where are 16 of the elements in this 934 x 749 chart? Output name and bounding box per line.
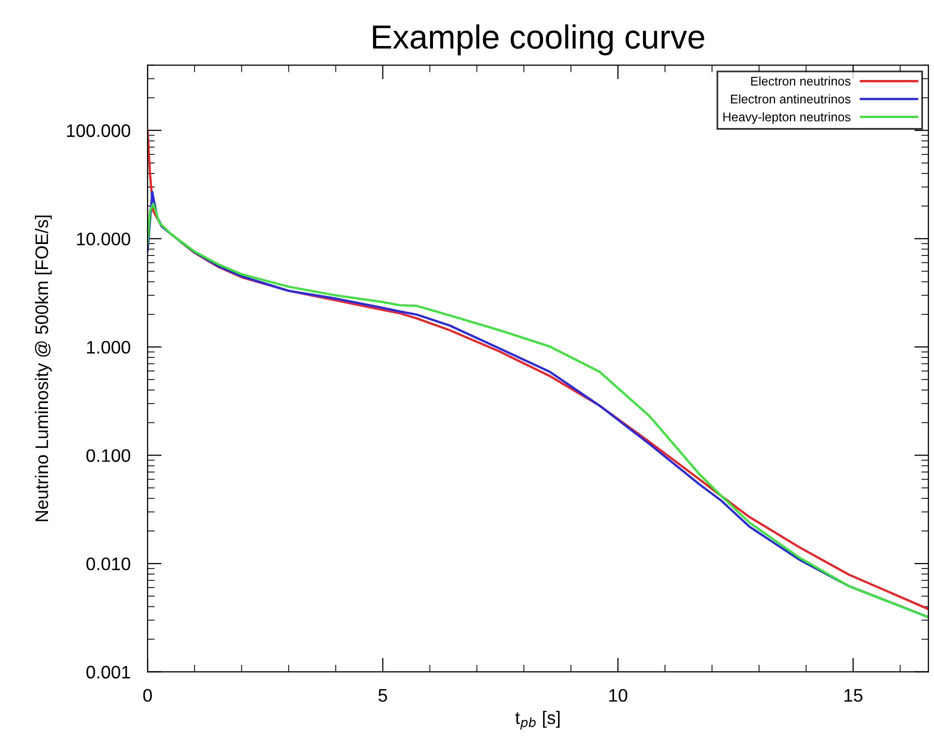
y-tick-label: 1.000 [87,340,130,354]
x-tick-label: 0 [143,688,152,702]
y-tick-label: 10.000 [77,232,130,246]
y-tick-label: 0.001 [86,666,130,679]
y-axis-title: Neutrino Luminosity @ 500km [FOE/s] [34,216,52,522]
x-tick-label: 5 [378,689,388,702]
legend-label: Electron neutrinos [751,76,850,86]
legend-label: Electron antineutrinos [731,94,850,104]
x-axis-title: t$_{pb}$ [s] [515,710,560,730]
y-tick-label: 0.100 [86,449,130,462]
legend-label: Heavy-lepton neutrinos [723,112,850,124]
y-tick-label: 0.010 [86,557,130,570]
x-tick-label: 10 [609,688,628,702]
chart-title: Example cooling curve [373,24,704,56]
y-tick-label: 100.000 [67,124,130,138]
x-tick-label: 15 [844,689,862,702]
